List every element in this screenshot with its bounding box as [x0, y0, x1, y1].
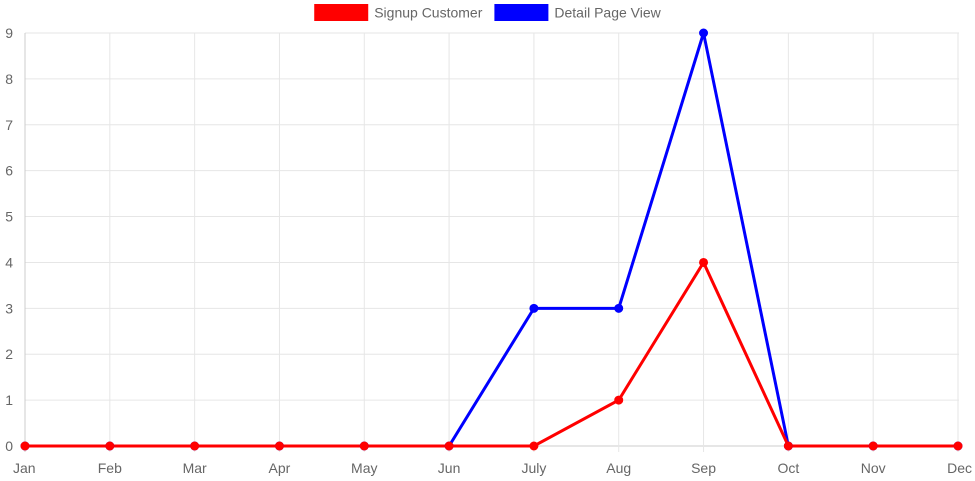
x-tick-label: Sep — [691, 460, 716, 476]
series-line-0 — [25, 259, 958, 448]
x-tick-label: May — [351, 460, 377, 476]
data-point — [20, 441, 30, 451]
y-tick-label: 3 — [5, 300, 13, 316]
data-point — [614, 395, 624, 405]
data-point — [274, 441, 284, 451]
y-tick-label: 8 — [5, 71, 13, 87]
data-point — [529, 303, 539, 313]
data-point — [699, 257, 709, 267]
x-tick-label: Dec — [947, 460, 972, 476]
x-tick-label: Mar — [183, 460, 207, 476]
legend: Signup Customer Detail Page View — [314, 4, 662, 21]
x-tick-label: Feb — [98, 460, 122, 476]
y-tick-label: 4 — [5, 254, 13, 270]
axes: 0 1 2 3 4 5 6 7 8 9 Jan Feb Mar Apr May Jun July Aug Sep Oc… — [5, 25, 972, 476]
y-tick-label: 0 — [5, 438, 13, 454]
series-lines — [25, 32, 958, 448]
data-point — [614, 303, 624, 313]
series-line-1 — [25, 32, 958, 448]
y-tick-label: 5 — [5, 209, 13, 225]
y-tick-label: 7 — [5, 117, 13, 133]
legend-label: Signup Customer — [374, 5, 483, 21]
data-point — [529, 441, 539, 451]
x-tick-label: Nov — [861, 460, 886, 476]
x-tick-label: Apr — [269, 460, 291, 476]
series-points — [20, 28, 963, 451]
y-tick-label: 6 — [5, 163, 13, 179]
x-tick-label: Oct — [777, 460, 799, 476]
data-point — [868, 441, 878, 451]
y-tick-label: 9 — [5, 25, 13, 41]
data-point — [444, 441, 454, 451]
x-tick-label: July — [521, 460, 546, 476]
data-point — [953, 441, 963, 451]
x-tick-label: Jun — [438, 460, 461, 476]
legend-swatch — [494, 4, 549, 21]
legend-label: Detail Page View — [554, 5, 661, 21]
data-point — [359, 441, 369, 451]
grid-lines — [24, 32, 959, 452]
y-tick-label: 2 — [5, 346, 13, 362]
data-point — [190, 441, 200, 451]
y-tick-label: 1 — [5, 392, 13, 408]
x-tick-label: Jan — [13, 460, 36, 476]
data-point — [105, 441, 115, 451]
data-point — [783, 441, 793, 451]
legend-item: Detail Page View — [494, 4, 662, 21]
legend-swatch — [314, 4, 369, 21]
legend-item: Signup Customer — [314, 4, 483, 21]
x-tick-label: Aug — [606, 460, 631, 476]
data-point — [699, 28, 709, 38]
